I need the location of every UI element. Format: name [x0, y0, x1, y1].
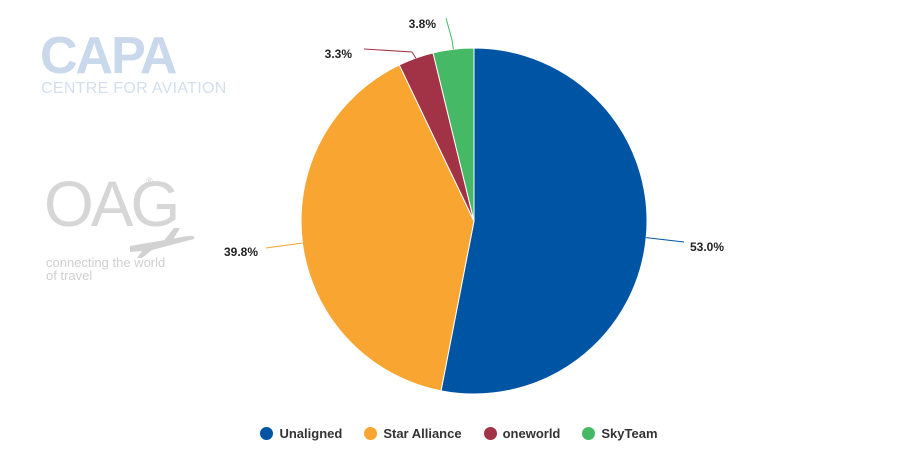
- registered-mark-icon: ®: [146, 176, 153, 186]
- pie-slice-skyteam[interactable]: [432, 47, 475, 222]
- legend-item-skyteam[interactable]: SkyTeam: [582, 425, 658, 441]
- leader-lines: [265, 17, 685, 249]
- legend-item-oneworld[interactable]: oneworld: [483, 425, 561, 441]
- watermark-logos: CAPA CENTRE FOR AVIATION OAG ® connectin…: [0, 0, 260, 320]
- leader-line-star-alliance: [265, 242, 303, 249]
- data-label-unaligned: 53.0%: [690, 240, 724, 254]
- chart-legend: Unaligned Star Alliance oneworld SkyTeam: [0, 422, 918, 444]
- data-label-skyteam: 3.8%: [409, 17, 437, 31]
- oag-logo: OAG: [44, 168, 180, 240]
- legend-dot-skyteam: [582, 426, 596, 440]
- pie-slice-unaligned[interactable]: [440, 47, 648, 395]
- leader-line-oneworld: [363, 48, 417, 59]
- data-labels: 53.0% 39.8% 3.3% 3.8%: [224, 17, 724, 259]
- legend-label: oneworld: [502, 425, 561, 441]
- airplane-icon: [130, 228, 195, 258]
- legend-item-star-alliance[interactable]: Star Alliance: [364, 425, 462, 441]
- pie-slices: [300, 47, 648, 395]
- legend-dot-unaligned: [260, 426, 274, 440]
- legend-label: Unaligned: [279, 425, 343, 441]
- legend-dot-oneworld: [483, 426, 497, 440]
- leader-line-skyteam: [445, 17, 454, 50]
- legend-label: Star Alliance: [383, 425, 462, 441]
- legend-dot-star-alliance: [364, 426, 378, 440]
- pie-chart: 53.0% 39.8% 3.3% 3.8%: [224, 17, 724, 395]
- leader-line-unaligned: [646, 237, 685, 243]
- data-label-star-alliance: 39.8%: [224, 245, 258, 259]
- capa-logo: CAPA: [40, 27, 177, 85]
- oag-logo-tagline: connecting the world of travel: [46, 255, 166, 283]
- capa-logo-subtitle: CENTRE FOR AVIATION: [41, 80, 227, 97]
- legend-item-unaligned[interactable]: Unaligned: [260, 426, 342, 441]
- legend-label: SkyTeam: [601, 425, 658, 441]
- data-label-oneworld: 3.3%: [325, 47, 353, 61]
